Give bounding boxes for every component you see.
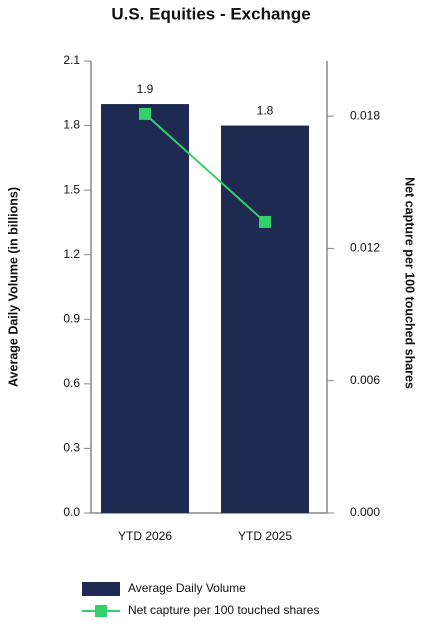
bar-value-label: 1.9 bbox=[137, 82, 154, 96]
chart-title: U.S. Equities - Exchange bbox=[111, 4, 310, 23]
legend-label: Net capture per 100 touched shares bbox=[128, 603, 319, 617]
line-marker bbox=[259, 215, 271, 228]
y-axis-title: Average Daily Volume (in billions) bbox=[6, 187, 20, 387]
legend-swatch bbox=[82, 582, 120, 596]
y-tick-label: 1.2 bbox=[63, 247, 80, 261]
y-tick-label: 1.5 bbox=[63, 182, 80, 196]
legend-swatch bbox=[95, 605, 107, 617]
y-tick-label: 2.1 bbox=[63, 53, 80, 67]
y-tick-label: 0.9 bbox=[63, 311, 80, 325]
y2-tick-label: 0.018 bbox=[350, 108, 380, 122]
y2-tick-label: 0.012 bbox=[350, 241, 380, 255]
bar-value-label: 1.8 bbox=[257, 104, 274, 118]
y2-tick-label: 0.000 bbox=[350, 505, 380, 519]
line bbox=[144, 113, 266, 223]
y-tick-label: 1.8 bbox=[63, 118, 80, 132]
bar bbox=[101, 104, 189, 514]
y-tick-label: 0.3 bbox=[63, 441, 80, 455]
y-tick-label: 0.0 bbox=[63, 505, 80, 519]
y2-axis-title: Net capture per 100 touched shares bbox=[403, 177, 417, 389]
y2-tick-label: 0.006 bbox=[350, 373, 380, 387]
x-tick-label: YTD 2026 bbox=[118, 529, 172, 543]
x-tick-label: YTD 2025 bbox=[238, 529, 292, 543]
y-tick-label: 0.6 bbox=[63, 376, 80, 390]
legend-label: Average Daily Volume bbox=[128, 581, 246, 595]
bar bbox=[221, 125, 309, 514]
line-marker bbox=[139, 107, 151, 120]
